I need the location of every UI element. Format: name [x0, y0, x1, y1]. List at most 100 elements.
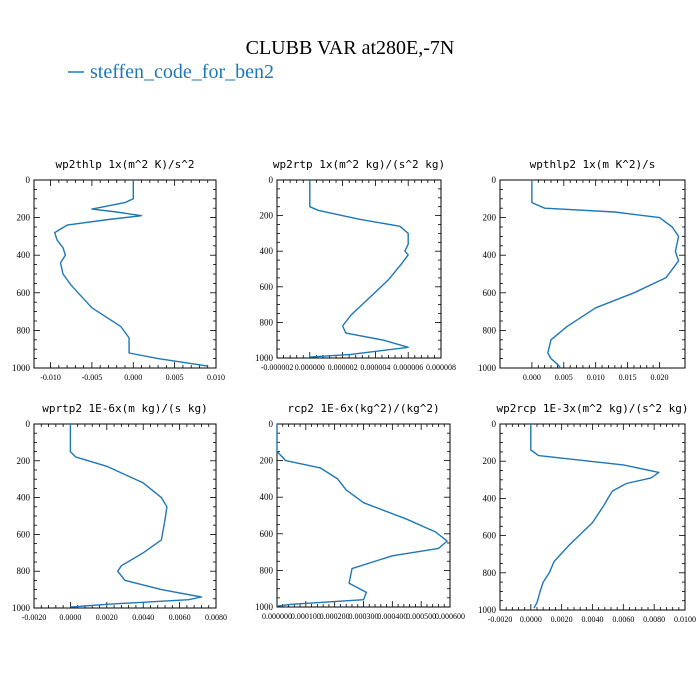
x-tick-label: 0.020: [650, 373, 668, 382]
y-tick-label: 0: [26, 419, 31, 429]
x-tick-label: 0.000: [124, 373, 142, 382]
panel-title: wpthlp2 1x(m K^2)/s: [530, 158, 656, 171]
x-tick-label: 0.0080: [643, 615, 665, 624]
x-tick-label: 0.0020: [551, 615, 573, 624]
panel-title: wp2rcp 1E-3x(m^2 kg)/(s^2 kg): [496, 402, 688, 415]
plot-frame: [499, 423, 686, 611]
y-tick-label: 400: [260, 492, 274, 502]
x-tick-label: -0.005: [82, 373, 103, 382]
x-tick-label: 0.000600: [435, 612, 465, 621]
x-tick-label: 0.000008: [426, 363, 456, 372]
x-tick-label: 0.0000: [520, 615, 542, 624]
x-tick-label: 0.000400: [377, 612, 407, 621]
panel-title: wp2rtp 1x(m^2 kg)/(s^2 kg): [273, 158, 445, 171]
y-tick-label: 800: [17, 325, 31, 335]
x-tick-label: 0.005: [555, 373, 573, 382]
panel-1: wp2thlp 1x(m^2 K)/s^2 0 200 400 600 800 1000 -0…: [12, 158, 225, 382]
y-tick-label: 400: [17, 250, 31, 260]
x-tick-label: 0.015: [619, 373, 637, 382]
series-line: [276, 424, 448, 607]
y-tick-label: 0: [269, 419, 274, 429]
y-tick-label: 600: [17, 288, 31, 298]
y-tick-label: 200: [260, 456, 274, 466]
x-tick-label: 0.000006: [393, 363, 423, 372]
series-line: [530, 424, 660, 609]
plot-frame: [33, 179, 217, 369]
y-tick-label: 0: [269, 175, 274, 185]
plot-frame: [276, 179, 442, 359]
y-tick-label: 1000: [478, 605, 497, 615]
y-tick-label: 800: [483, 325, 497, 335]
panel-title: wp2thlp 1x(m^2 K)/s^2: [55, 158, 194, 171]
y-tick-label: 800: [483, 568, 497, 578]
panel-2: wp2rtp 1x(m^2 kg)/(s^2 kg) 0 200 400 600 800 1…: [255, 158, 456, 372]
x-tick-label: 0.000500: [406, 612, 436, 621]
y-tick-label: 1000: [255, 602, 274, 612]
x-tick-label: 0.000: [523, 373, 541, 382]
y-tick-label: 800: [260, 317, 274, 327]
y-tick-label: 800: [17, 566, 31, 576]
y-tick-label: 400: [17, 493, 31, 503]
x-tick-label: 0.000000: [262, 612, 292, 621]
y-tick-label: 400: [483, 250, 497, 260]
y-tick-label: 600: [483, 288, 497, 298]
x-tick-label: -0.000002: [261, 363, 294, 372]
y-tick-label: 0: [26, 175, 31, 185]
x-tick-label: 0.0040: [582, 615, 604, 624]
x-tick-label: 0.005: [166, 373, 184, 382]
figure-title: CLUBB VAR at280E,-7N: [246, 37, 455, 59]
panel-title: rcp2 1E-6x(kg^2)/(kg^2): [287, 402, 439, 415]
plot-frame: [499, 179, 686, 369]
x-tick-label: -0.0020: [488, 615, 513, 624]
panels: wp2thlp 1x(m^2 K)/s^202004006008001000-0…: [12, 158, 696, 624]
series-line: [309, 180, 409, 358]
legend: steffen_code_for_ben2: [68, 61, 274, 83]
y-tick-label: 600: [260, 282, 274, 292]
x-tick-label: 0.000000: [295, 363, 325, 372]
y-tick-label: 600: [17, 529, 31, 539]
y-tick-label: 600: [483, 531, 497, 541]
y-tick-label: 1000: [478, 363, 497, 373]
x-tick-label: 0.000100: [291, 612, 321, 621]
x-tick-label: 0.000300: [349, 612, 379, 621]
series-line: [69, 424, 203, 608]
panel-6: wp2rcp 1E-3x(m^2 kg)/(s^2 kg) 0 200 400 600 8…: [478, 402, 696, 624]
x-tick-label: 0.010: [207, 373, 225, 382]
x-tick-label: -0.0020: [22, 613, 47, 622]
x-tick-label: 0.0100: [674, 615, 696, 624]
x-tick-label: 0.000002: [328, 363, 358, 372]
panel-5: rcp2 1E-6x(kg^2)/(kg^2) 0 200 400 600 800 1000…: [255, 402, 465, 621]
y-tick-label: 800: [260, 565, 274, 575]
legend-label: steffen_code_for_ben2: [90, 61, 274, 83]
panel-3: wpthlp2 1x(m K^2)/s 0 200 400 600 800 1000 0.00…: [478, 158, 686, 382]
x-tick-label: 0.0080: [205, 613, 227, 622]
x-tick-label: 0.0000: [59, 613, 81, 622]
x-tick-label: 0.000004: [360, 363, 390, 372]
series-line: [54, 180, 208, 367]
series-line: [531, 180, 680, 369]
y-tick-label: 200: [483, 213, 497, 223]
y-tick-label: 1000: [12, 603, 31, 613]
y-tick-label: 0: [492, 175, 497, 185]
y-tick-label: 1000: [255, 353, 274, 363]
y-tick-label: 0: [492, 419, 497, 429]
y-tick-label: 400: [260, 246, 274, 256]
panel-title: wprtp2 1E-6x(m kg)/(s kg): [42, 402, 208, 415]
y-tick-label: 400: [483, 493, 497, 503]
y-tick-label: 1000: [12, 363, 31, 373]
y-tick-label: 200: [260, 211, 274, 221]
x-tick-label: 0.000200: [320, 612, 350, 621]
y-tick-label: 200: [17, 456, 31, 466]
panel-4: wprtp2 1E-6x(m kg)/(s kg) 0 200 400 600 800 10…: [12, 402, 227, 622]
x-tick-label: 0.010: [587, 373, 605, 382]
x-tick-label: 0.0060: [169, 613, 191, 622]
y-tick-label: 600: [260, 529, 274, 539]
x-tick-label: 0.0040: [132, 613, 154, 622]
x-tick-label: 0.0060: [612, 615, 634, 624]
y-tick-label: 200: [17, 213, 31, 223]
y-tick-label: 200: [483, 456, 497, 466]
x-tick-label: -0.010: [40, 373, 61, 382]
plot-frame: [276, 423, 451, 608]
x-tick-label: 0.0020: [96, 613, 118, 622]
